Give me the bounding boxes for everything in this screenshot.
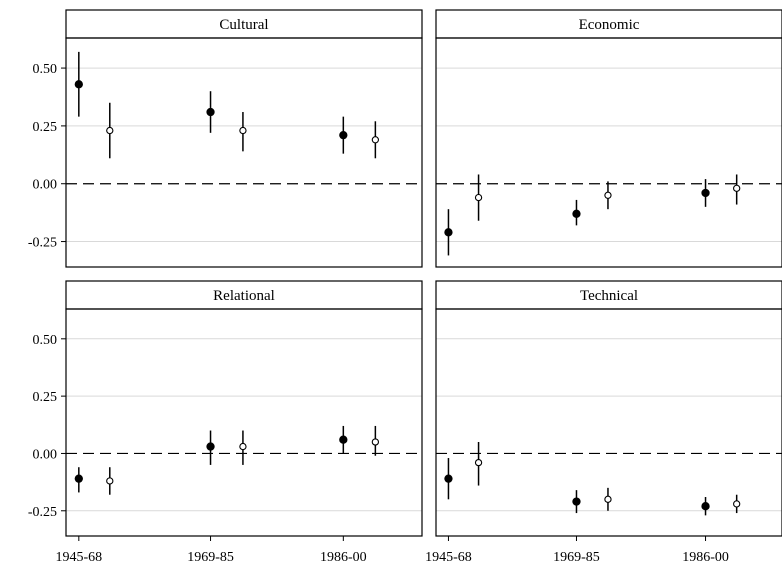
point-filled — [572, 497, 581, 506]
point-filled — [74, 80, 83, 89]
point-filled — [74, 474, 83, 483]
y-tick-label: 0.00 — [33, 447, 58, 462]
point-filled — [339, 131, 348, 140]
panel-strip — [435, 280, 782, 310]
point-open — [371, 438, 380, 446]
point-open — [474, 458, 483, 467]
x-tick-label: 1945-68 — [55, 550, 102, 565]
panel-title: Economic — [579, 17, 640, 33]
point-open — [604, 191, 612, 199]
panel-title: Cultural — [219, 17, 268, 33]
point-filled — [339, 435, 348, 444]
y-tick-label: 0.25 — [33, 120, 58, 135]
point-open — [239, 442, 247, 451]
y-tick-label: -0.25 — [28, 505, 57, 520]
y-tick-label: 0.50 — [33, 62, 58, 77]
point-filled — [701, 188, 710, 198]
point-open — [474, 193, 483, 202]
x-tick-label: 1969-85 — [553, 550, 600, 565]
panel-strip — [65, 9, 423, 39]
panel-frame — [65, 308, 423, 537]
y-tick-label: 0.50 — [33, 333, 58, 348]
point-open — [604, 495, 612, 503]
panel-strip — [65, 280, 423, 310]
point-open — [733, 184, 741, 193]
point-open — [106, 126, 114, 135]
point-filled — [206, 442, 215, 451]
point-open — [733, 500, 741, 508]
panel-frame — [65, 37, 423, 268]
y-tick-label: 0.00 — [33, 178, 58, 193]
x-tick-label: 1986-00 — [682, 550, 729, 565]
panel-frame — [435, 308, 782, 537]
point-filled — [444, 474, 453, 483]
point-open — [239, 126, 247, 135]
y-tick-label: -0.25 — [28, 236, 57, 251]
x-tick-label: 1945-68 — [425, 550, 472, 565]
point-open — [371, 136, 380, 144]
point-open — [106, 477, 114, 485]
x-tick-label: 1969-85 — [187, 550, 234, 565]
point-filled — [206, 107, 215, 117]
point-filled — [444, 228, 453, 237]
x-tick-label: 1986-00 — [320, 550, 367, 565]
panel-strip — [435, 9, 782, 39]
point-filled — [572, 209, 581, 218]
panel-title: Technical — [580, 288, 638, 304]
y-tick-label: 0.25 — [33, 390, 58, 405]
panel-title: Relational — [213, 288, 275, 304]
panel-frame — [435, 37, 782, 268]
point-filled — [701, 502, 710, 511]
